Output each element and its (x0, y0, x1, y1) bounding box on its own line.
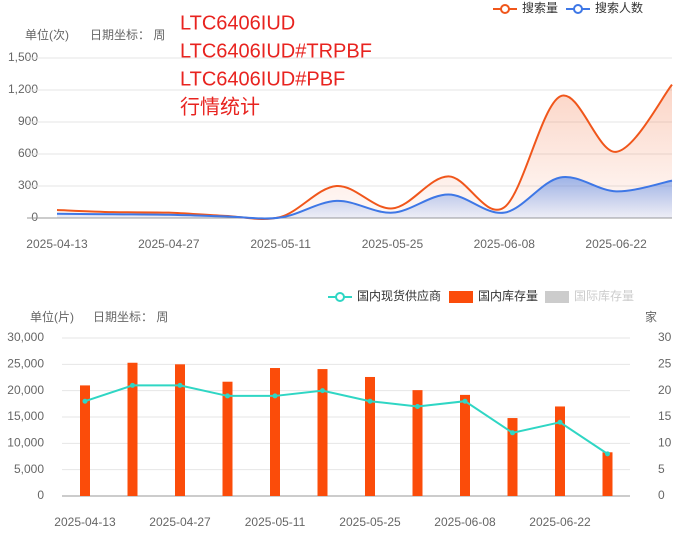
x-tick-label: 2025-06-22 (529, 515, 591, 529)
point (557, 419, 563, 425)
y-tick-label: 1,500 (8, 50, 38, 64)
bar (602, 452, 613, 496)
legend-label: 国内库存量 (478, 288, 538, 303)
legend-swatch (573, 4, 583, 14)
point (462, 398, 468, 404)
point (367, 398, 373, 404)
legend-swatch (449, 291, 473, 303)
y2-tick-label: 20 (658, 383, 672, 397)
y-tick-label: 600 (18, 146, 38, 160)
legend-label: 搜索人数 (595, 0, 643, 15)
y2-tick-label: 30 (658, 330, 672, 344)
y-unit-label: 单位(次) (25, 27, 69, 42)
x-tick-label: 2025-04-13 (26, 237, 88, 251)
x-tick-label: 2025-04-27 (138, 237, 200, 251)
y2-tick-label: 15 (658, 409, 672, 423)
point (415, 403, 420, 409)
legend-label: 国内现货供应商 (357, 288, 441, 303)
y2-tick-label: 25 (658, 357, 672, 371)
y-unit-label: 单位(片) (30, 309, 74, 324)
bar (127, 362, 138, 496)
x-unit-label: 日期坐标： 周 (93, 310, 168, 324)
bar (80, 385, 90, 496)
y-tick-label: 900 (18, 114, 38, 128)
y2-tick-label: 0 (658, 488, 665, 502)
annotation: LTC6406IUD (180, 12, 295, 34)
point (272, 393, 278, 399)
y-tick-label: 30,000 (7, 330, 44, 344)
x-unit-label: 日期坐标： 周 (90, 28, 165, 42)
y-tick-label: 25,000 (7, 357, 44, 371)
series-line (84, 384, 609, 455)
x-tick-label: 2025-05-11 (250, 237, 311, 251)
bar (460, 394, 470, 496)
point (177, 382, 183, 388)
legend-swatch (545, 291, 569, 303)
x-tick-label: 2025-06-08 (434, 515, 496, 529)
y-tick-label: 15,000 (7, 409, 44, 423)
annotation: 行情统计 (180, 95, 260, 118)
bar (365, 376, 375, 496)
y-tick-label: 0 (31, 210, 38, 224)
y-tick-label: 0 (37, 488, 44, 502)
bar (412, 390, 423, 496)
y-tick-label: 1,200 (8, 82, 38, 96)
bar (222, 381, 233, 496)
annotation: LTC6406IUD#TRPBF (180, 40, 372, 62)
y-tick-label: 10,000 (7, 436, 44, 450)
point (510, 430, 515, 436)
y-tick-label: 300 (18, 178, 38, 192)
y2-tick-label: 5 (658, 462, 665, 476)
series-line (56, 84, 673, 220)
legend-label: 搜索量 (522, 0, 558, 15)
y2-tick-label: 10 (658, 436, 672, 450)
y2-unit-label: 家 (645, 309, 657, 324)
point (320, 388, 325, 394)
bar (555, 406, 565, 496)
x-tick-label: 2025-05-11 (245, 515, 306, 529)
point (82, 398, 88, 404)
legend-swatch (500, 4, 510, 14)
x-tick-label: 2025-06-08 (474, 237, 536, 251)
legend-swatch (335, 292, 345, 302)
bar (507, 418, 518, 496)
series-area (57, 176, 672, 219)
x-tick-label: 2025-04-13 (54, 515, 116, 529)
bar (317, 369, 328, 496)
point (225, 393, 230, 399)
x-tick-label: 2025-04-27 (149, 515, 211, 529)
legend-label: 国际库存量 (574, 288, 634, 303)
point (605, 451, 610, 457)
x-tick-label: 2025-05-25 (339, 515, 401, 529)
point (130, 382, 135, 388)
x-tick-label: 2025-06-22 (585, 237, 647, 251)
series-line (56, 176, 673, 220)
annotation: LTC6406IUD#PBF (180, 68, 345, 90)
y-tick-label: 20,000 (7, 383, 44, 397)
x-tick-label: 2025-05-25 (362, 237, 424, 251)
y-tick-label: 5,000 (14, 462, 44, 476)
bar (175, 364, 185, 496)
bar (270, 368, 280, 496)
